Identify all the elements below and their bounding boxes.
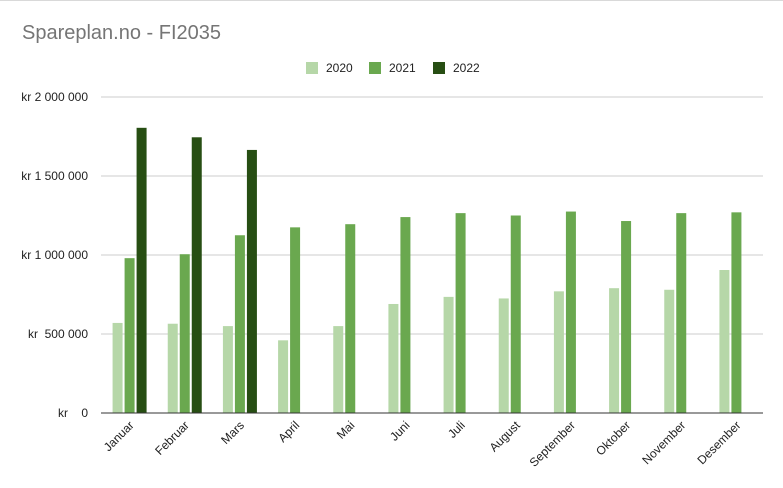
y-tick-label: kr 1 000 000 xyxy=(21,248,88,262)
bars xyxy=(112,127,742,414)
x-tick-label: November xyxy=(639,418,688,467)
y-tick-label: kr 500 000 xyxy=(28,327,88,341)
bar-2021-april[interactable] xyxy=(290,227,301,413)
y-tick-label: kr 2 000 000 xyxy=(21,90,88,104)
bar-2020-oktober[interactable] xyxy=(609,288,620,413)
x-tick-label: Oktober xyxy=(593,418,633,458)
x-tick-label: September xyxy=(527,418,578,469)
bar-2021-februar[interactable] xyxy=(179,254,190,413)
chart-title: Spareplan.no - FI2035 xyxy=(22,22,222,44)
y-tick-label: kr 1 500 000 xyxy=(21,169,88,183)
bar-2021-juli[interactable] xyxy=(455,213,466,413)
x-tick-label: Mars xyxy=(218,418,247,447)
bar-2021-august[interactable] xyxy=(510,215,521,414)
legend-swatch-2020 xyxy=(306,62,318,74)
x-tick-label: Februar xyxy=(152,418,192,458)
x-tick-label: Juni xyxy=(387,418,412,443)
legend-swatch-2022 xyxy=(433,62,445,74)
bar-2021-desember[interactable] xyxy=(731,212,742,413)
gridlines xyxy=(101,96,763,335)
bar-2020-november[interactable] xyxy=(664,289,675,413)
x-tick-label: Desember xyxy=(694,418,743,467)
bar-2020-juli[interactable] xyxy=(443,296,454,413)
y-tick-label: kr 0 xyxy=(58,406,88,420)
bar-2020-januar[interactable] xyxy=(112,322,123,413)
x-axis: Januar Februar Mars April Mai Juni Juli August S… xyxy=(101,418,744,470)
y-axis: kr 0 kr 500 000 kr 1 000 000 kr 1 500 000 kr… xyxy=(21,90,88,420)
x-tick-label: August xyxy=(487,418,524,455)
x-tick-label: Mai xyxy=(334,418,358,442)
bar-2021-januar[interactable] xyxy=(124,258,135,413)
legend: 2020 2021 2022 xyxy=(306,61,480,75)
bar-2020-mars[interactable] xyxy=(222,326,233,413)
legend-swatch-2021 xyxy=(369,62,381,74)
legend-label-2021: 2021 xyxy=(389,61,416,75)
legend-label-2020: 2020 xyxy=(326,61,353,75)
x-tick-label: April xyxy=(275,418,302,445)
bar-2022-januar[interactable] xyxy=(136,127,147,413)
x-tick-label: Juli xyxy=(445,418,468,441)
bar-2020-august[interactable] xyxy=(498,298,509,413)
x-tick-label: Januar xyxy=(101,418,137,454)
bar-2020-desember[interactable] xyxy=(719,270,730,413)
bar-2020-september[interactable] xyxy=(553,291,564,413)
bar-2022-februar[interactable] xyxy=(191,137,202,414)
bar-2021-oktober[interactable] xyxy=(621,221,632,413)
bar-2020-februar[interactable] xyxy=(167,323,178,413)
bar-2021-september[interactable] xyxy=(565,211,576,413)
bar-2021-mai[interactable] xyxy=(345,224,356,413)
bar-2020-april[interactable] xyxy=(278,340,289,413)
bar-2021-mars[interactable] xyxy=(234,235,245,413)
legend-label-2022: 2022 xyxy=(453,61,480,75)
bar-2021-juni[interactable] xyxy=(400,217,411,413)
top-border xyxy=(0,0,783,1)
bar-2022-mars[interactable] xyxy=(246,149,257,413)
bar-2021-november[interactable] xyxy=(676,213,687,413)
bar-2020-mai[interactable] xyxy=(333,326,344,413)
bar-2020-juni[interactable] xyxy=(388,303,399,413)
